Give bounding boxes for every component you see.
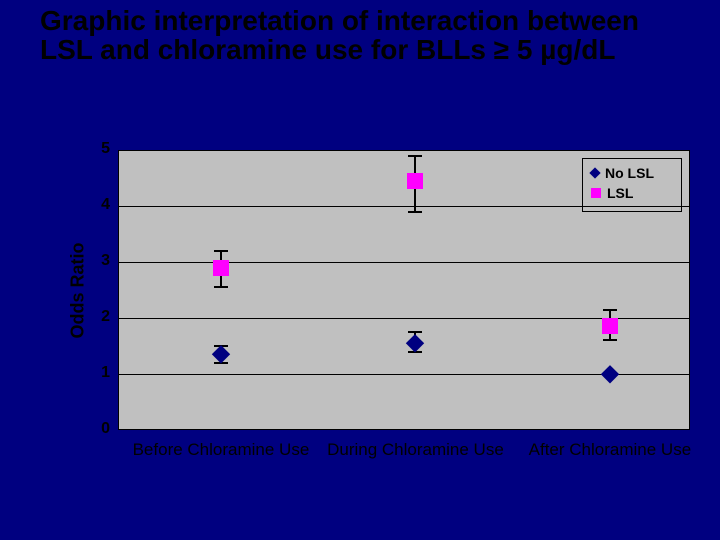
gridline	[118, 206, 690, 207]
x-tick-label: Before Chloramine Use	[126, 440, 316, 460]
y-tick-label: 2	[80, 308, 110, 326]
error-bar-cap	[408, 155, 422, 157]
chart-legend: No LSL LSL	[582, 158, 682, 212]
error-bar-cap	[214, 250, 228, 252]
y-tick-label: 1	[80, 364, 110, 382]
slide-title: Graphic interpretation of interaction be…	[40, 6, 690, 65]
legend-marker-diamond-icon	[589, 167, 600, 178]
y-axis-label: Odds Ratio	[68, 221, 89, 361]
data-point-square	[602, 318, 618, 334]
legend-item: LSL	[591, 185, 673, 201]
error-bar-cap	[408, 211, 422, 213]
slide: Graphic interpretation of interaction be…	[0, 0, 720, 540]
legend-marker-square-icon	[591, 188, 601, 198]
error-bar-cap	[408, 331, 422, 333]
data-point-square	[213, 260, 229, 276]
error-bar-cap	[603, 309, 617, 311]
x-tick-label: During Chloramine Use	[320, 440, 510, 460]
legend-item: No LSL	[591, 165, 673, 181]
y-tick-label: 5	[80, 140, 110, 158]
data-point-square	[407, 173, 423, 189]
y-tick-label: 0	[80, 420, 110, 438]
error-bar-cap	[603, 339, 617, 341]
error-bar-cap	[214, 286, 228, 288]
legend-label: LSL	[607, 185, 633, 201]
gridline	[118, 262, 690, 263]
y-tick-label: 4	[80, 196, 110, 214]
x-tick-label: After Chloramine Use	[515, 440, 705, 460]
y-tick-label: 3	[80, 252, 110, 270]
legend-label: No LSL	[605, 165, 654, 181]
